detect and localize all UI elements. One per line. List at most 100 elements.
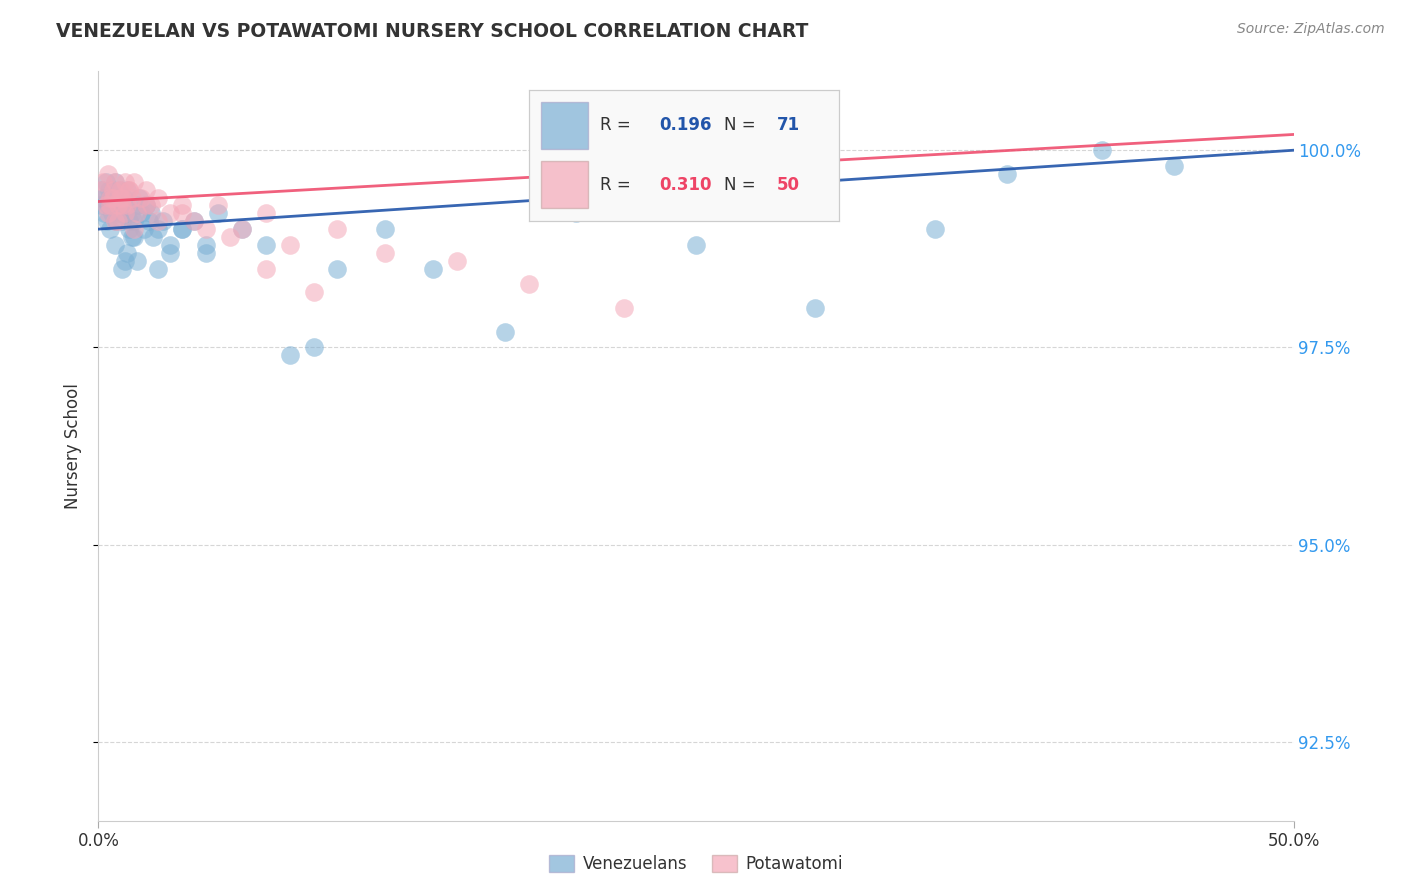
Point [91, 190, 114, 204]
Point [135, 198, 157, 212]
Point [422, 261, 444, 276]
Point [107, 214, 129, 228]
Point [231, 222, 253, 236]
Point [494, 325, 516, 339]
Point [114, 206, 136, 220]
Point [195, 222, 218, 236]
Point [98, 222, 122, 236]
Point [152, 214, 174, 228]
Point [111, 214, 134, 228]
Point [97, 167, 120, 181]
Point [685, 238, 707, 252]
Point [195, 245, 218, 260]
Legend: Venezuelans, Potawatomi: Venezuelans, Potawatomi [543, 848, 849, 880]
Point [132, 222, 155, 236]
Point [131, 190, 153, 204]
Point [107, 198, 129, 212]
Point [114, 206, 136, 220]
Point [254, 238, 277, 252]
Point [148, 214, 170, 228]
Point [118, 183, 141, 197]
Point [148, 261, 170, 276]
Point [254, 206, 277, 220]
Point [231, 222, 253, 236]
Point [148, 222, 170, 236]
Point [107, 206, 129, 220]
Point [172, 198, 194, 212]
Point [98, 190, 122, 204]
Point [565, 206, 588, 220]
Point [924, 222, 946, 236]
Point [804, 301, 827, 315]
Y-axis label: Nursery School: Nursery School [65, 383, 83, 509]
Point [125, 253, 148, 268]
Point [128, 190, 150, 204]
Point [446, 253, 468, 268]
Point [135, 198, 157, 212]
Point [118, 222, 141, 236]
Point [159, 206, 181, 220]
Point [183, 214, 205, 228]
Point [172, 222, 194, 236]
Point [112, 190, 135, 204]
Point [115, 245, 138, 260]
Point [91, 183, 114, 197]
Point [326, 261, 349, 276]
Point [139, 206, 162, 220]
Point [254, 261, 277, 276]
Point [91, 175, 114, 189]
Point [107, 190, 129, 204]
Point [517, 277, 540, 292]
Point [195, 238, 218, 252]
Point [326, 222, 349, 236]
Text: VENEZUELAN VS POTAWATOMI NURSERY SCHOOL CORRELATION CHART: VENEZUELAN VS POTAWATOMI NURSERY SCHOOL … [56, 22, 808, 41]
Point [124, 175, 146, 189]
Point [374, 245, 396, 260]
Point [90, 183, 112, 197]
Point [97, 206, 120, 220]
Point [131, 206, 153, 220]
Point [104, 238, 127, 252]
Point [101, 190, 124, 204]
Point [118, 214, 141, 228]
Point [124, 222, 146, 236]
Point [159, 245, 181, 260]
Point [142, 230, 165, 244]
Point [101, 183, 124, 197]
Point [121, 206, 143, 220]
Point [135, 183, 157, 197]
Point [804, 183, 827, 197]
Point [93, 206, 115, 220]
Point [172, 206, 194, 220]
Point [97, 198, 120, 212]
Point [125, 198, 148, 212]
Point [108, 206, 131, 220]
Point [124, 230, 146, 244]
Point [111, 198, 134, 212]
Point [302, 285, 325, 300]
Point [100, 206, 122, 220]
Point [98, 190, 122, 204]
Point [121, 190, 143, 204]
Point [90, 198, 112, 212]
Point [139, 198, 162, 212]
Point [374, 222, 396, 236]
Point [1163, 159, 1185, 173]
Point [104, 214, 127, 228]
Point [302, 340, 325, 354]
Point [105, 214, 128, 228]
Point [98, 183, 121, 197]
Point [115, 198, 138, 212]
Point [159, 238, 181, 252]
Point [94, 175, 117, 189]
Point [219, 230, 242, 244]
Point [613, 301, 636, 315]
Point [118, 183, 141, 197]
Point [138, 214, 160, 228]
Point [111, 190, 134, 204]
Point [111, 261, 134, 276]
Point [1091, 143, 1114, 157]
Point [110, 198, 132, 212]
Point [207, 206, 229, 220]
Point [104, 175, 127, 189]
